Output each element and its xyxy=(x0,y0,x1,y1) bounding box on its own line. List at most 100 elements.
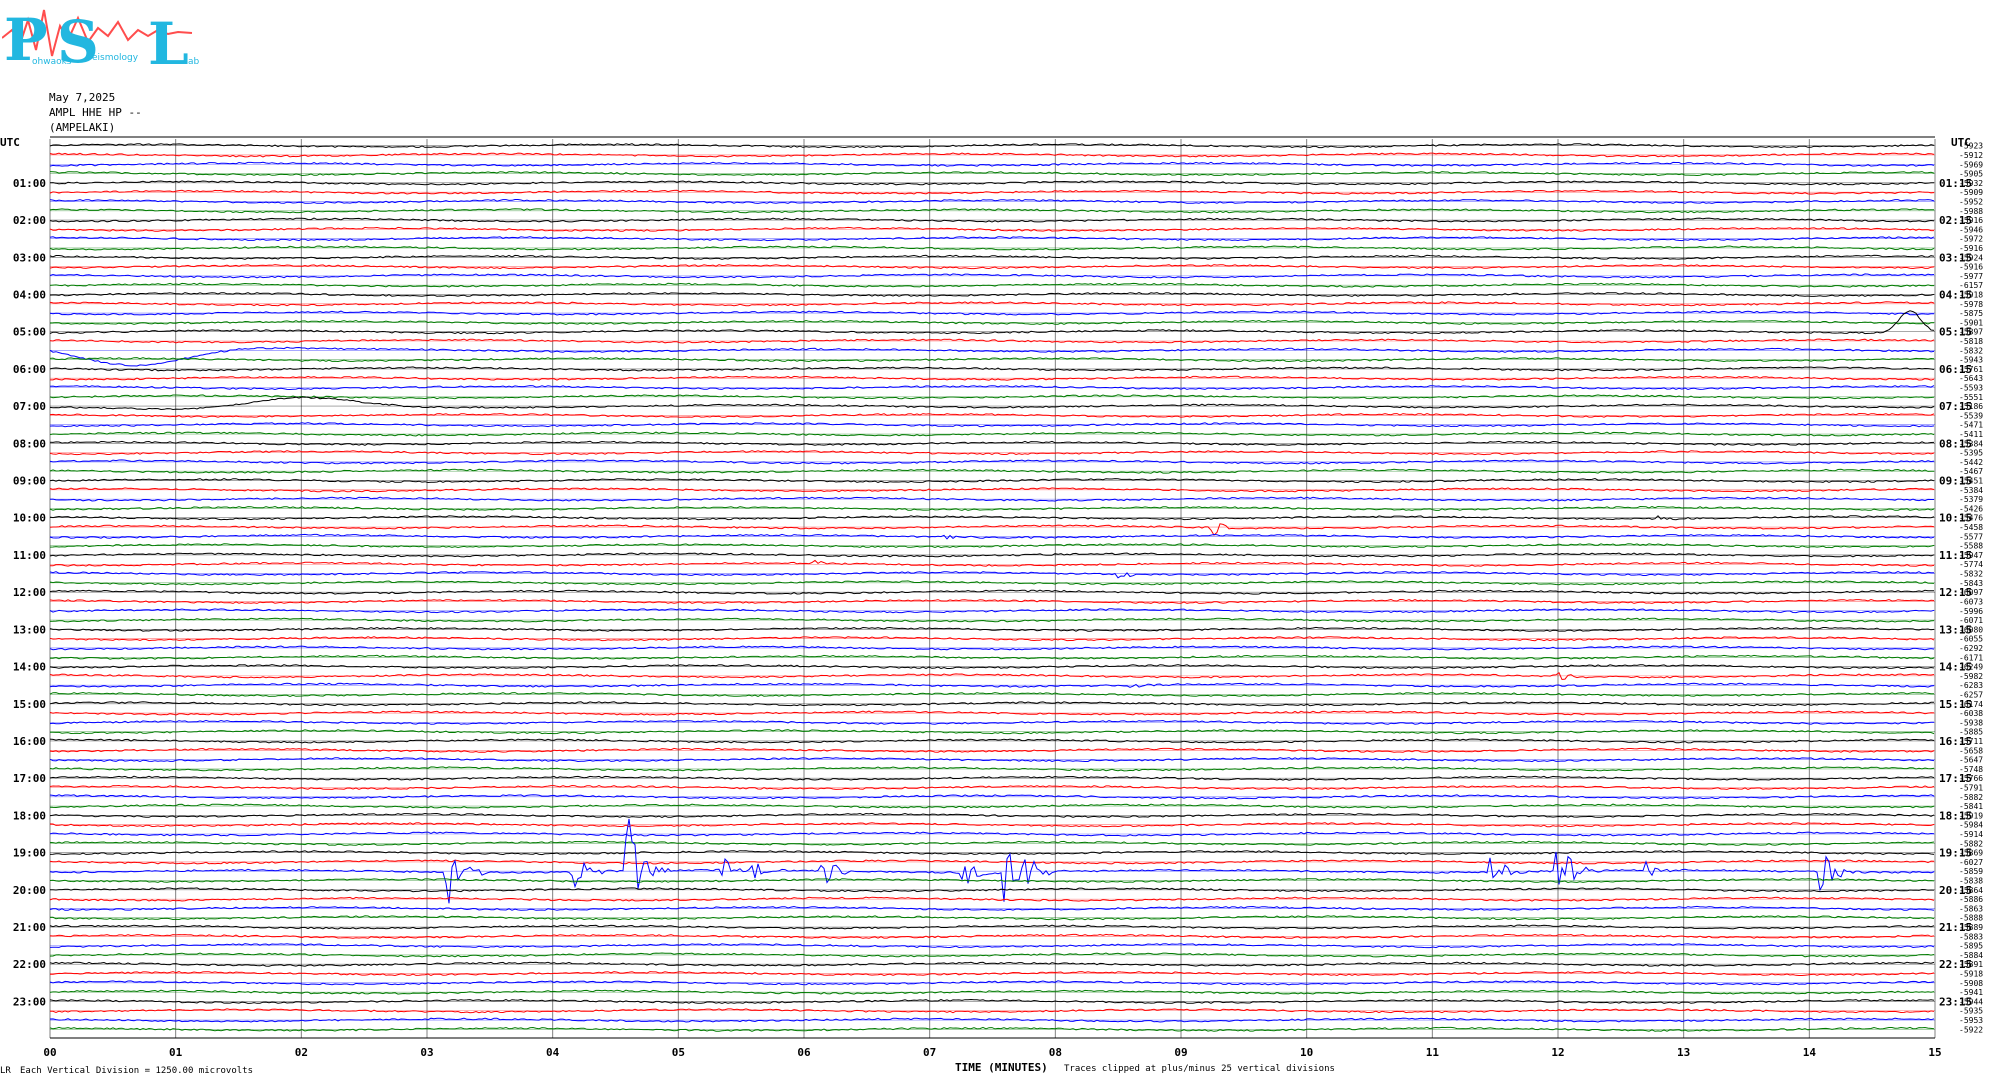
trace-59 xyxy=(49,691,1935,698)
hour-label-left: 16:00 xyxy=(13,735,46,748)
hour-label-right: 06:15 xyxy=(1939,363,1972,376)
trace-86 xyxy=(49,943,1935,949)
x-tick-02: 02 xyxy=(295,1046,308,1059)
trace-value-36: -5451 xyxy=(1959,477,1983,486)
trace-7 xyxy=(49,208,1934,214)
trace-value-84: -5889 xyxy=(1959,923,1983,932)
trace-28 xyxy=(49,396,1935,411)
trace-value-39: -5426 xyxy=(1959,504,1983,513)
trace-value-15: -6157 xyxy=(1959,281,1983,290)
trace-value-66: -5647 xyxy=(1959,756,1983,765)
hour-label-right: 19:15 xyxy=(1939,847,1972,860)
trace-33 xyxy=(49,450,1935,456)
trace-54 xyxy=(49,645,1935,651)
hour-label-left: 03:00 xyxy=(13,251,46,264)
hour-label-left: 04:00 xyxy=(13,288,46,301)
hour-label-left: 02:00 xyxy=(13,214,46,227)
hour-label-left: 13:00 xyxy=(13,623,46,636)
hour-label-right: 15:15 xyxy=(1939,698,1972,711)
trace-value-26: -5593 xyxy=(1959,384,1983,393)
station-header: May 7,2025 AMPL HHE HP -- (AMPELAKI) xyxy=(49,90,142,135)
hour-label-left: 15:00 xyxy=(13,698,46,711)
trace-value-7: -5988 xyxy=(1959,207,1983,216)
trace-26 xyxy=(49,385,1935,391)
hour-label-right: 05:15 xyxy=(1939,326,1972,339)
trace-value-92: -5944 xyxy=(1959,997,1983,1006)
trace-value-83: -5888 xyxy=(1959,914,1983,923)
trace-3 xyxy=(49,171,1935,177)
x-axis-label: TIME (MINUTES) xyxy=(955,1061,1048,1074)
trace-41 xyxy=(49,523,1935,536)
hour-label-left: 01:00 xyxy=(13,177,46,190)
trace-value-42: -5577 xyxy=(1959,532,1983,541)
trace-value-61: -6038 xyxy=(1959,709,1983,718)
logo-small-1: ohwaoks xyxy=(32,57,72,67)
trace-value-88: -5891 xyxy=(1959,960,1983,969)
trace-22 xyxy=(49,346,1935,367)
trace-34 xyxy=(49,459,1935,465)
trace-17 xyxy=(49,301,1935,307)
hour-label-left: 17:00 xyxy=(13,772,46,785)
station-code: AMPL HHE HP -- xyxy=(49,106,142,119)
trace-value-76: -5869 xyxy=(1959,849,1983,858)
trace-67 xyxy=(49,766,1935,772)
trace-value-34: -5442 xyxy=(1959,458,1983,467)
logo-small-2: eismology xyxy=(92,53,139,63)
trace-value-21: -5818 xyxy=(1959,337,1983,346)
trace-value-23: -5943 xyxy=(1959,356,1983,365)
trace-value-24: -5761 xyxy=(1959,365,1983,374)
trace-76 xyxy=(49,850,1935,856)
trace-value-33: -5395 xyxy=(1959,449,1983,458)
corner-mark: LR xyxy=(0,1066,11,1076)
trace-value-6: -5952 xyxy=(1959,197,1983,206)
trace-93 xyxy=(49,1008,1935,1014)
trace-value-80: -5864 xyxy=(1959,886,1983,895)
trace-36 xyxy=(49,477,1935,484)
trace-value-79: -5838 xyxy=(1959,877,1983,886)
trace-52 xyxy=(49,626,1935,632)
trace-50 xyxy=(49,608,1935,614)
trace-value-78: -5859 xyxy=(1959,867,1983,876)
trace-value-48: -6097 xyxy=(1959,588,1983,597)
trace-value-53: -6055 xyxy=(1959,635,1983,644)
trace-value-55: -6171 xyxy=(1959,653,1983,662)
hour-label-left: 18:00 xyxy=(13,809,46,822)
trace-value-82: -5863 xyxy=(1959,904,1983,913)
hour-label-left: 22:00 xyxy=(13,958,46,971)
trace-65 xyxy=(49,747,1935,753)
utc-label-right: UTC xyxy=(1951,136,1971,149)
x-tick-04: 04 xyxy=(546,1046,560,1059)
hour-label-right: 02:15 xyxy=(1939,214,1972,227)
trace-value-90: -5908 xyxy=(1959,979,1983,988)
x-tick-15: 15 xyxy=(1928,1046,1941,1059)
trace-value-38: -5379 xyxy=(1959,495,1983,504)
trace-value-64: -5711 xyxy=(1959,737,1983,746)
logo-letter-l: L xyxy=(148,10,189,68)
trace-87 xyxy=(49,952,1935,958)
trace-value-1: -5912 xyxy=(1959,151,1983,160)
trace-82 xyxy=(49,905,1935,911)
trace-value-65: -5658 xyxy=(1959,746,1983,755)
trace-42 xyxy=(49,533,1935,540)
trace-value-40: -5476 xyxy=(1959,514,1983,523)
trace-value-50: -5996 xyxy=(1959,607,1983,616)
trace-51 xyxy=(49,617,1935,623)
trace-78 xyxy=(49,818,1935,904)
trace-5 xyxy=(49,189,1935,195)
trace-48 xyxy=(49,589,1935,595)
trace-value-12: -5924 xyxy=(1959,253,1983,262)
hour-label-left: 20:00 xyxy=(13,884,46,897)
trace-value-77: -6027 xyxy=(1959,858,1983,867)
trace-89 xyxy=(50,971,1935,977)
trace-46 xyxy=(49,571,1935,579)
trace-value-22: -5832 xyxy=(1959,346,1983,355)
hour-label-left: 06:00 xyxy=(13,363,46,376)
hour-label-left: 07:00 xyxy=(13,400,46,413)
trace-45 xyxy=(49,559,1935,567)
x-tick-03: 03 xyxy=(420,1046,433,1059)
trace-23 xyxy=(49,357,1935,363)
trace-value-9: -5946 xyxy=(1959,225,1983,234)
trace-value-74: -5914 xyxy=(1959,830,1983,839)
trace-value-69: -5791 xyxy=(1959,783,1983,792)
